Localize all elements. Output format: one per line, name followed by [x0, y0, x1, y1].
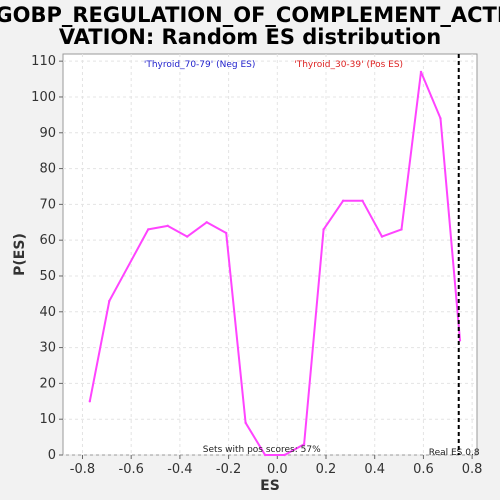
- y-axis-label: P(ES): [12, 233, 28, 276]
- sets-pos-scores-annotation: Sets with pos scores: 57%: [203, 445, 321, 455]
- y-tick-label: 0: [48, 448, 56, 463]
- data-point: [302, 443, 306, 446]
- x-tick-label: 0.6: [413, 462, 434, 477]
- data-point: [186, 235, 189, 238]
- y-tick-label: 20: [39, 376, 56, 391]
- x-tick-label: -0.6: [119, 462, 144, 477]
- plot-area: [62, 53, 478, 456]
- series-layer: [88, 70, 462, 457]
- y-tick-label: 90: [39, 126, 56, 141]
- neg-es-legend-label: 'Thyroid_70-79' (Neg ES): [144, 60, 255, 70]
- data-point: [88, 400, 91, 403]
- data-point: [322, 228, 325, 231]
- y-tick-label: 40: [39, 305, 56, 320]
- data-point: [244, 421, 247, 424]
- y-tick-label: 100: [31, 90, 56, 105]
- x-tick-label: 0.2: [316, 462, 337, 477]
- axes: 0 10 20 30 40 50 60 70 80 90 100 110 -0.8 -0.6 -0.4 -0.…: [31, 54, 482, 477]
- x-tick-label: 0.4: [364, 462, 385, 477]
- data-point: [224, 231, 228, 235]
- x-axis-label: ES: [260, 478, 280, 494]
- data-point: [341, 199, 345, 202]
- pos-es-legend-label: 'Thyroid_30-39' (Pos ES): [294, 60, 403, 70]
- x-tick-label: -0.2: [216, 462, 241, 477]
- chart-title-line2: VATION: Random ES distribution: [59, 25, 441, 49]
- data-point: [147, 228, 150, 231]
- data-point: [419, 70, 423, 74]
- x-tick-label: 0.8: [462, 462, 483, 477]
- data-point: [380, 235, 384, 238]
- data-point: [205, 221, 208, 224]
- data-point: [166, 224, 169, 228]
- data-point: [263, 453, 267, 457]
- data-point: [400, 228, 403, 231]
- chart-title-line1: GOBP_REGULATION_OF_COMPLEMENT_ACTI: [0, 3, 500, 27]
- y-tick-label: 60: [39, 233, 56, 248]
- real-es-annotation: Real ES 0.8: [429, 448, 480, 458]
- y-tick-label: 30: [39, 341, 56, 356]
- y-tick-label: 110: [31, 54, 56, 69]
- data-point: [283, 453, 286, 457]
- y-tick-label: 70: [39, 197, 56, 212]
- y-tick-label: 10: [39, 412, 56, 427]
- x-tick-label: -0.8: [70, 462, 95, 477]
- data-point: [108, 299, 111, 303]
- data-point: [439, 117, 442, 120]
- data-point: [361, 199, 364, 202]
- y-tick-label: 50: [39, 269, 56, 284]
- y-tick-label: 80: [39, 162, 56, 177]
- x-tick-label: 0.0: [267, 462, 288, 477]
- x-tick-label: -0.4: [167, 462, 192, 477]
